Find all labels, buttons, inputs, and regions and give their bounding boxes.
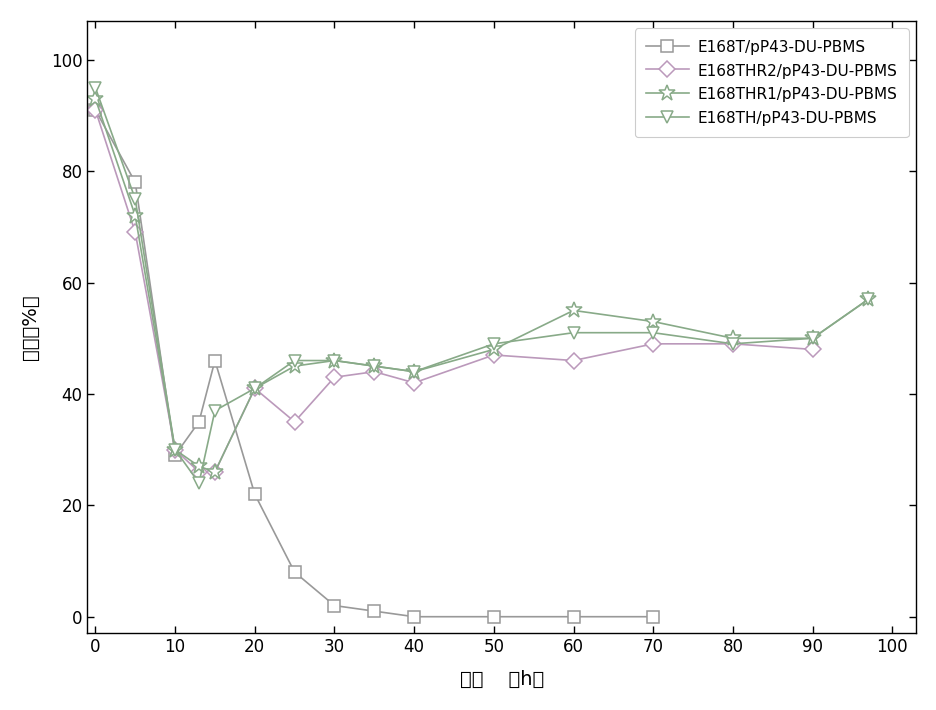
- X-axis label: 时间    （h）: 时间 （h）: [460, 670, 543, 689]
- Y-axis label: 溶氧（%）: 溶氧（%）: [21, 295, 40, 360]
- Legend: E168T/pP43-DU-PBMS, E168THR2/pP43-DU-PBMS, E168THR1/pP43-DU-PBMS, E168TH/pP43-DU: E168T/pP43-DU-PBMS, E168THR2/pP43-DU-PBM…: [635, 28, 908, 137]
